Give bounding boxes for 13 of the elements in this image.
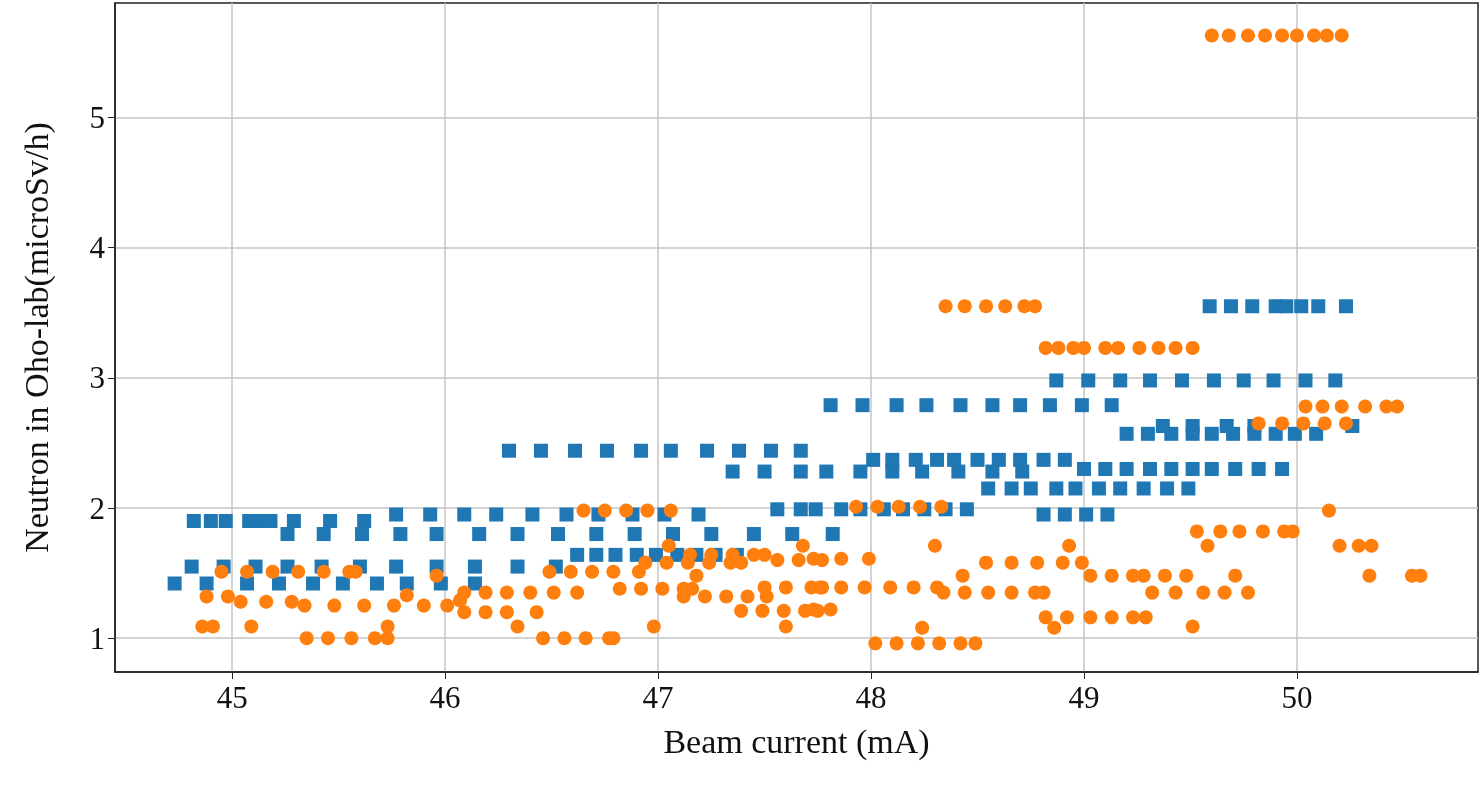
y-tick-label: 4 [89,230,106,266]
x-tick-label: 48 [855,680,887,715]
x-axis-title: Beam current (mA) [663,722,930,761]
y-tick-label: 3 [89,360,105,396]
x-tick-label: 45 [216,680,248,715]
y-tick-label: 1 [89,620,105,656]
x-tick-label: 49 [1068,680,1100,715]
x-tick-label: 47 [642,680,674,715]
y-axis-title: Neutron in Oho-lab(microSv/h) [17,122,56,553]
x-tick-label: 50 [1281,680,1313,715]
x-tick-label: 46 [429,680,461,715]
y-tick-label: 2 [89,490,105,526]
y-tick-label: 5 [89,100,105,136]
